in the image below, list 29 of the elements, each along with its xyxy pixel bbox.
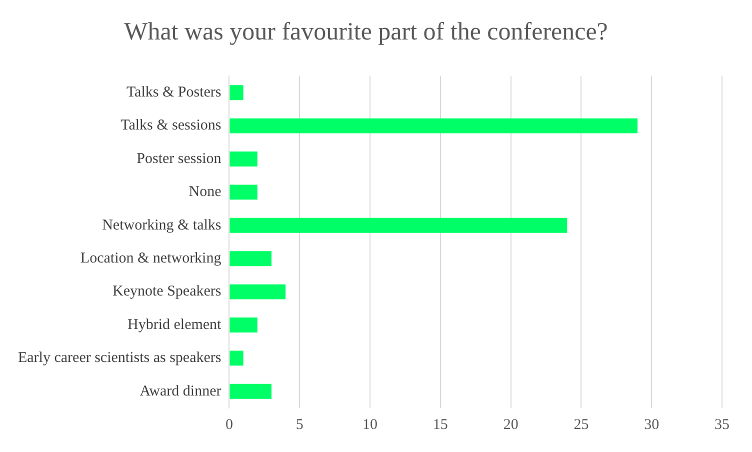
x-tick-label: 35 — [714, 416, 730, 433]
bar — [230, 218, 568, 233]
x-tick-label: 25 — [574, 416, 589, 433]
bar — [230, 152, 258, 166]
x-tick-label: 10 — [362, 416, 378, 433]
x-tick-label: 5 — [296, 416, 304, 433]
chart-title: What was your favourite part of the conference? — [124, 18, 608, 46]
y-tick-label: Networking & talks — [102, 217, 222, 234]
bar — [230, 384, 272, 399]
bar — [230, 251, 272, 266]
y-tick-label: Award dinner — [140, 383, 222, 400]
bar — [230, 350, 244, 366]
y-tick-label: Location & networking — [80, 250, 222, 267]
bar — [230, 118, 638, 134]
bar — [230, 318, 258, 332]
y-tick-label: Early career scientists as speakers — [18, 350, 222, 366]
x-tick-label: 15 — [432, 416, 448, 433]
bar — [230, 184, 258, 200]
y-tick-label: Talks & sessions — [120, 118, 222, 134]
bar — [230, 284, 286, 300]
y-tick-label: Hybrid element — [128, 316, 222, 333]
bar — [230, 85, 244, 100]
y-tick-label: Poster session — [136, 150, 222, 167]
y-tick-label: Talks & Posters — [126, 84, 222, 101]
y-tick-label: Keynote Speakers — [112, 284, 222, 300]
y-tick-label: None — [188, 184, 222, 200]
x-tick-label: 30 — [644, 416, 660, 433]
x-tick-label: 0 — [225, 416, 233, 433]
x-tick-label: 20 — [503, 416, 518, 433]
